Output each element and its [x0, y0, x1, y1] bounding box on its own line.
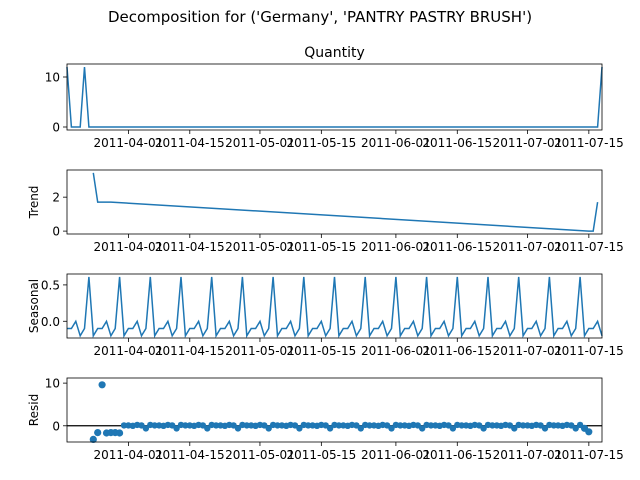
- resid-point: [585, 428, 593, 436]
- x-tick-label: 2011-07-01: [493, 136, 563, 150]
- resid-point: [173, 425, 180, 432]
- resid-point: [388, 425, 395, 432]
- x-tick-label: 2011-04-15: [155, 240, 225, 254]
- x-tick-label: 2011-05-15: [286, 136, 356, 150]
- x-tick-label: 2011-05-01: [225, 240, 295, 254]
- resid-point: [296, 425, 303, 432]
- x-tick-label: 2011-04-01: [94, 136, 164, 150]
- resid-point: [204, 425, 211, 432]
- x-tick-label: 2011-06-15: [422, 136, 492, 150]
- resid-point: [335, 422, 343, 429]
- resid-point: [427, 422, 435, 429]
- resid-point: [98, 381, 106, 389]
- y-axis-label: Resid: [27, 394, 41, 426]
- resid-point: [419, 425, 426, 432]
- resid-point: [182, 422, 189, 429]
- y-axis-label: Seasonal: [27, 279, 41, 333]
- y-tick-label: 10: [45, 377, 60, 391]
- resid-point: [116, 429, 124, 437]
- x-tick-label: 2011-06-15: [422, 448, 492, 462]
- x-tick-label: 2011-04-15: [155, 344, 225, 358]
- x-tick-label: 2011-04-01: [94, 240, 164, 254]
- panel-title: Quantity: [304, 45, 365, 61]
- x-tick-label: 2011-07-15: [554, 344, 624, 358]
- x-tick-label: 2011-07-01: [493, 344, 563, 358]
- x-tick-label: 2011-04-01: [94, 448, 164, 462]
- x-tick-label: 2011-06-15: [422, 240, 492, 254]
- x-tick-label: 2011-07-15: [554, 136, 624, 150]
- y-tick-label: 0: [52, 121, 60, 135]
- x-tick-label: 2011-06-01: [361, 344, 431, 358]
- x-tick-label: 2011-07-15: [554, 240, 624, 254]
- x-tick-label: 2011-07-15: [554, 448, 624, 462]
- y-tick-label: 10: [45, 71, 60, 85]
- x-tick-label: 2011-06-01: [361, 240, 431, 254]
- x-tick-label: 2011-06-01: [361, 448, 431, 462]
- resid-point: [480, 425, 487, 432]
- x-tick-label: 2011-06-01: [361, 136, 431, 150]
- x-tick-label: 2011-07-01: [493, 240, 563, 254]
- resid-point: [265, 425, 272, 432]
- series-line: [66, 66, 603, 128]
- resid-point: [212, 422, 220, 429]
- resid-point: [142, 425, 150, 432]
- y-tick-label: 0.0: [41, 315, 60, 329]
- y-axis-label: Trend: [27, 186, 41, 220]
- seasonal-line: [67, 276, 603, 339]
- axes-frame: [66, 169, 603, 235]
- resid-point: [541, 425, 549, 432]
- x-tick-label: 2011-04-01: [94, 344, 164, 358]
- resid-point: [120, 422, 128, 429]
- resid-point: [274, 422, 281, 429]
- y-tick-label: 0.5: [41, 278, 60, 292]
- x-tick-label: 2011-04-15: [155, 136, 225, 150]
- axes-frame: [66, 63, 603, 131]
- resid-point: [243, 422, 250, 429]
- resid-point: [489, 422, 496, 429]
- resid-point: [511, 425, 518, 432]
- resid-point: [234, 425, 242, 432]
- series-line: [92, 172, 599, 232]
- resid-point: [326, 425, 334, 432]
- resid-point: [305, 422, 312, 429]
- axes-frame: [66, 273, 603, 339]
- resid-point: [89, 435, 97, 443]
- axes-frame: [66, 377, 603, 443]
- x-tick-label: 2011-06-15: [422, 344, 492, 358]
- x-tick-label: 2011-04-15: [155, 448, 225, 462]
- x-tick-label: 2011-05-01: [225, 344, 295, 358]
- y-tick-label: 2: [52, 191, 60, 205]
- resid-point: [366, 422, 373, 429]
- x-tick-label: 2011-05-15: [286, 240, 356, 254]
- resid-point: [572, 425, 579, 432]
- resid-point: [458, 422, 465, 429]
- x-tick-label: 2011-05-01: [225, 136, 295, 150]
- resid-point: [357, 425, 364, 432]
- resid-point: [94, 429, 102, 437]
- x-tick-label: 2011-05-15: [286, 448, 356, 462]
- x-tick-label: 2011-07-01: [493, 448, 563, 462]
- x-tick-label: 2011-05-01: [225, 448, 295, 462]
- x-tick-label: 2011-05-15: [286, 344, 356, 358]
- resid-point: [519, 422, 527, 429]
- y-tick-label: 0: [52, 419, 60, 433]
- resid-point: [151, 422, 158, 429]
- figure-suptitle: Decomposition for ('Germany', 'PANTRY PA…: [108, 8, 532, 26]
- resid-point: [397, 422, 404, 429]
- y-tick-label: 0: [52, 225, 60, 239]
- resid-point: [449, 425, 457, 432]
